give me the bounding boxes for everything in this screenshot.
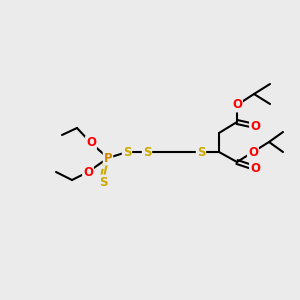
Text: O: O (86, 136, 96, 149)
Text: P: P (104, 152, 112, 164)
Text: S: S (143, 146, 151, 158)
Text: S: S (197, 146, 205, 158)
Text: S: S (123, 146, 131, 158)
Text: O: O (250, 161, 260, 175)
Text: S: S (99, 176, 107, 188)
Text: O: O (250, 119, 260, 133)
Text: O: O (232, 98, 242, 112)
Text: O: O (248, 146, 258, 158)
Text: O: O (83, 166, 93, 178)
